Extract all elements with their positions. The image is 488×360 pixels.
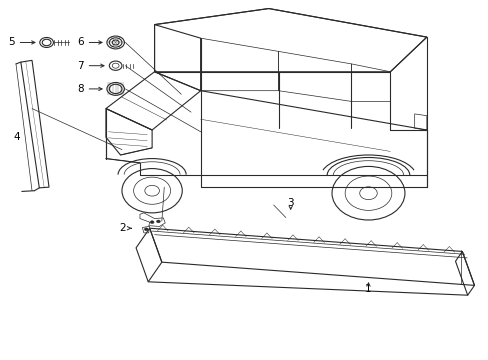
Text: 7: 7 <box>77 61 84 71</box>
Circle shape <box>150 221 154 224</box>
Text: 4: 4 <box>13 132 20 142</box>
Text: 3: 3 <box>287 198 293 208</box>
Text: 2: 2 <box>119 223 125 233</box>
Text: 6: 6 <box>77 37 84 48</box>
Text: 8: 8 <box>77 84 84 94</box>
Text: 5: 5 <box>8 37 15 48</box>
Circle shape <box>156 220 160 223</box>
Circle shape <box>144 228 148 231</box>
Text: 1: 1 <box>365 284 371 294</box>
